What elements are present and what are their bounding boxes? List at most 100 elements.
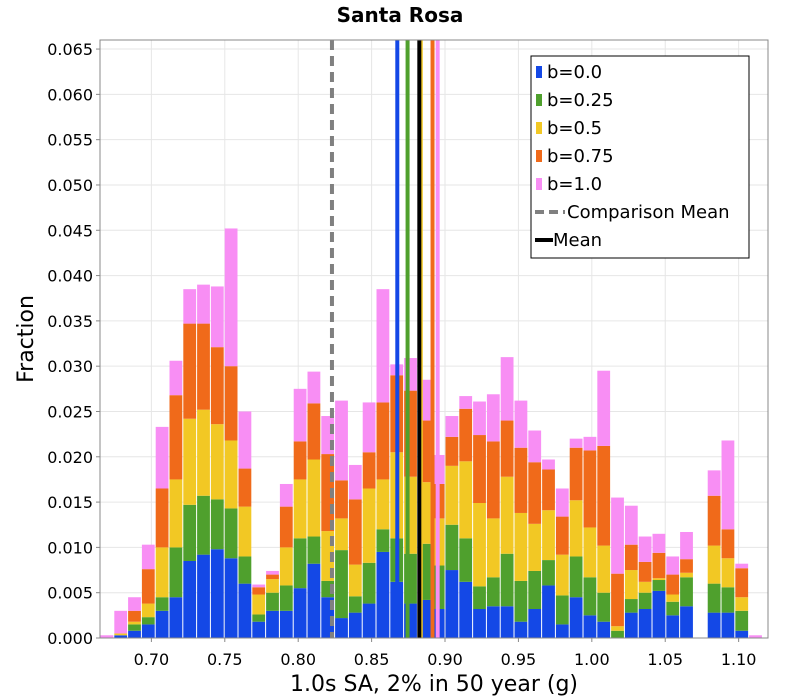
- plot-frame: [99, 39, 769, 639]
- bar-b-0-25-bin-33: [555, 595, 569, 625]
- bar-b-0-75-bin-19: [362, 452, 376, 489]
- y-tick-label-10: 0.050: [47, 176, 93, 195]
- bar-b-0-75-bin-28: [486, 441, 500, 519]
- bar-b-0-0-bin-11: [252, 621, 266, 638]
- x-tick-label-5: 0.95: [501, 650, 537, 669]
- bar-b-0-75-bin-5: [169, 395, 183, 480]
- bar-b-0-75-bin-41: [666, 574, 680, 595]
- bar-b-0-75-bin-35: [583, 450, 597, 528]
- bar-b-1-0-bin-39: [638, 536, 652, 562]
- bar-b-0-75-bin-18: [348, 499, 362, 565]
- bar-b-1-0-bin-40: [652, 533, 666, 553]
- bar-b-0-5-bin-32: [542, 510, 555, 561]
- bar-b-0-0-bin-35: [583, 615, 597, 638]
- bar-b-0-0-bin-42: [680, 606, 693, 638]
- bar-b-0-75-bin-13: [279, 506, 293, 548]
- bar-b-1-0-bin-5: [169, 360, 183, 396]
- bar-b-1-0-bin-1: [114, 610, 128, 634]
- bar-b-0-25-bin-14: [293, 538, 307, 589]
- y-tick-label-8: 0.040: [47, 267, 93, 286]
- bar-b-1-0-bin-4: [155, 426, 169, 489]
- bar-b-1-0-bin-20: [376, 289, 390, 403]
- bar-b-0-5-bin-15: [307, 459, 321, 537]
- bar-b-0-5-bin-25: [445, 465, 459, 525]
- bar-b-0-0-bin-41: [666, 615, 680, 638]
- bar-b-1-0-bin-26: [459, 396, 473, 409]
- bar-b-0-0-bin-40: [652, 590, 666, 638]
- bar-b-0-25-bin-32: [542, 560, 555, 586]
- bar-b-0-5-bin-27: [473, 502, 486, 587]
- legend-swatch-b-0-5: [536, 122, 542, 134]
- bar-b-0-75-bin-42: [680, 559, 693, 573]
- bar-b-0-5-bin-30: [514, 512, 528, 581]
- chart-title: Santa Rosa: [337, 3, 464, 27]
- bar-b-0-75-bin-3: [141, 569, 155, 604]
- bar-b-1-0-bin-46: [735, 563, 749, 569]
- bar-b-0-5-bin-36: [597, 545, 611, 593]
- bar-b-1-0-bin-10: [238, 411, 252, 469]
- bar-b-0-75-bin-37: [611, 573, 624, 627]
- bar-b-0-25-bin-26: [459, 538, 473, 582]
- bar-b-0-25-bin-15: [307, 536, 321, 564]
- bar-b-0-5-bin-8: [210, 424, 224, 500]
- x-tick-label-6: 1.00: [574, 650, 610, 669]
- y-axis-ticks: 0.000 0.005 0.010 0.015 0.020 0.025 0.030 0.035…: [47, 40, 100, 648]
- bar-b-0-5-bin-31: [528, 523, 542, 571]
- bar-b-0-25-bin-3: [141, 617, 155, 625]
- bar-b-0-5-bin-34: [569, 500, 583, 557]
- bar-b-0-0-bin-6: [183, 560, 197, 638]
- bar-b-1-0-bin-8: [210, 286, 224, 348]
- bar-b-0-25-bin-45: [721, 587, 735, 613]
- bar-b-0-0-bin-33: [555, 624, 569, 638]
- bar-b-0-75-bin-30: [514, 447, 528, 513]
- bar-b-0-25-bin-19: [362, 562, 376, 604]
- bar-b-0-0-bin-12: [266, 610, 279, 638]
- bar-b-0-0-bin-45: [721, 612, 735, 638]
- bar-b-0-5-bin-17: [335, 518, 348, 551]
- y-tick-label-3: 0.015: [47, 493, 93, 512]
- bar-b-1-0-bin-25: [445, 416, 459, 437]
- bar-b-0-75-bin-25: [445, 436, 459, 466]
- bar-b-0-75-bin-44: [707, 495, 721, 546]
- x-tick-label-3: 0.85: [354, 650, 390, 669]
- bar-b-0-75-bin-10: [238, 468, 252, 507]
- bar-b-0-75-bin-8: [210, 347, 224, 425]
- bar-b-0-25-bin-37: [611, 630, 624, 638]
- bar-b-1-0-bin-9: [224, 228, 238, 367]
- bar-b-0-75-bin-40: [652, 552, 666, 579]
- bar-b-0-75-bin-45: [721, 529, 735, 559]
- bar-b-0-0-bin-25: [445, 570, 459, 638]
- bar-b-0-25-bin-7: [197, 495, 210, 555]
- bar-b-0-25-bin-18: [348, 596, 362, 613]
- bar-b-0-5-bin-39: [638, 581, 652, 593]
- bar-b-0-0-bin-32: [542, 585, 555, 638]
- y-tick-label-7: 0.035: [47, 312, 93, 331]
- y-tick-label-6: 0.030: [47, 357, 93, 376]
- legend-label-mean: Mean: [553, 230, 602, 251]
- mean-lines-group: [329, 40, 440, 638]
- bar-b-0-25-bin-41: [666, 601, 680, 616]
- bar-b-0-75-bin-12: [266, 574, 279, 580]
- bar-b-0-25-bin-9: [224, 508, 238, 559]
- bar-b-0-5-bin-4: [155, 547, 169, 598]
- legend-label-b-0-25: b=0.25: [547, 90, 614, 111]
- bar-b-1-0-bin-15: [307, 371, 321, 404]
- bar-b-0-5-bin-11: [252, 594, 266, 615]
- bar-b-1-0-bin-42: [680, 531, 693, 560]
- bar-b-0-5-bin-5: [169, 479, 183, 548]
- bar-b-0-5-bin-20: [376, 479, 390, 530]
- bar-b-0-75-bin-33: [555, 516, 569, 555]
- bar-b-0-0-bin-7: [197, 554, 210, 638]
- bar-b-0-0-bin-20: [376, 551, 390, 638]
- bar-b-0-5-bin-3: [141, 603, 155, 618]
- bar-b-1-0-bin-37: [611, 497, 624, 574]
- bar-b-0-0-bin-36: [597, 621, 611, 638]
- y-tick-label-9: 0.045: [47, 221, 93, 240]
- bar-b-0-5-bin-7: [197, 409, 210, 496]
- legend-swatch-b-0-25: [536, 94, 542, 106]
- bar-b-1-0-bin-28: [486, 394, 500, 442]
- bar-b-0-25-bin-27: [473, 586, 486, 610]
- bar-b-1-0-bin-31: [528, 430, 542, 463]
- bar-b-1-0-bin-38: [624, 505, 638, 545]
- bar-b-0-25-bin-12: [266, 592, 279, 611]
